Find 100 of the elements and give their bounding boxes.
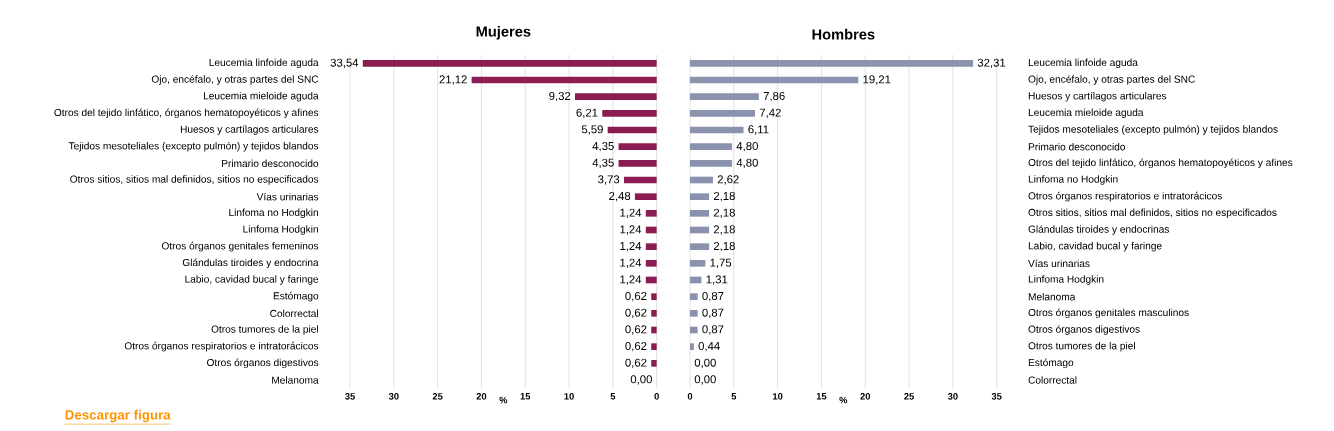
data-label: 33,54 bbox=[330, 58, 359, 68]
y-tick-label: Huesos y cartílagos articulares bbox=[1028, 91, 1167, 102]
data-label: 6,21 bbox=[576, 108, 598, 118]
x-tick-label: 15 bbox=[520, 393, 531, 400]
y-tick-label: Linfoma no Hodgkin bbox=[1028, 175, 1118, 185]
y-tick-label: Linfoma no Hodgkin bbox=[229, 208, 318, 219]
data-label: 2,18 bbox=[713, 208, 735, 218]
y-tick-label: Otros del tejido linfático, órganos hematopoyéticos y afines bbox=[1028, 158, 1293, 169]
x-axis-title: % bbox=[499, 396, 508, 404]
x-axis-title: % bbox=[839, 396, 848, 404]
x-tick-label: 30 bbox=[388, 393, 399, 400]
y-tick-label: Ojo, encéfalo, y otras partes del SNC bbox=[151, 75, 319, 85]
y-tick-label: Estómago bbox=[1028, 358, 1074, 369]
bar bbox=[690, 326, 698, 334]
bar bbox=[690, 159, 733, 167]
y-tick-label: Estómago bbox=[273, 291, 319, 302]
bar bbox=[690, 243, 710, 250]
data-label: 0,62 bbox=[625, 341, 647, 352]
bar bbox=[690, 110, 756, 117]
y-tick-label: Linfoma Hodgkin bbox=[243, 225, 318, 235]
x-tick-label: 30 bbox=[947, 393, 958, 400]
data-label: 6,11 bbox=[748, 125, 769, 135]
data-label: 1,24 bbox=[620, 241, 642, 252]
data-label: 2,18 bbox=[713, 191, 735, 202]
chart-title: Mujeres bbox=[476, 25, 531, 40]
data-label: 3,73 bbox=[598, 175, 620, 185]
x-tick-label: 10 bbox=[773, 393, 783, 400]
bar bbox=[645, 276, 657, 284]
bar bbox=[471, 76, 657, 84]
bar bbox=[690, 176, 713, 184]
data-label: 0,62 bbox=[625, 325, 647, 335]
y-tick-label: Otros tumores de la piel bbox=[1028, 341, 1135, 352]
y-tick-label: Otros sitios, sitios mal definidos, sitios no especificados bbox=[1028, 208, 1277, 219]
bar bbox=[651, 326, 657, 334]
data-label: 1,31 bbox=[706, 275, 728, 285]
y-tick-label: Otros órganos genitales masculinos bbox=[1028, 308, 1189, 319]
data-label: 4,80 bbox=[736, 158, 758, 168]
bar bbox=[618, 143, 657, 150]
y-tick-label: Otros sitios, sitios mal definidos, sitios no especificados bbox=[70, 175, 319, 185]
bar bbox=[623, 176, 657, 184]
bar bbox=[690, 226, 710, 234]
chart-title: Hombres bbox=[812, 28, 875, 40]
x-tick-label: 5 bbox=[731, 393, 737, 400]
bar bbox=[690, 76, 859, 84]
y-tick-label: Primario desconocido bbox=[222, 159, 319, 168]
y-tick-label: Primario desconocido bbox=[1028, 142, 1126, 151]
y-tick-label: Otros órganos respiratorios e intratorácicos bbox=[1028, 191, 1222, 202]
data-label: 4,80 bbox=[736, 141, 758, 152]
data-label: 19,21 bbox=[863, 75, 891, 85]
y-tick-label: Otros órganos digestivos bbox=[1028, 325, 1140, 335]
bar bbox=[607, 126, 657, 134]
x-tick-label: 20 bbox=[860, 393, 871, 400]
x-tick-label: 25 bbox=[432, 393, 443, 400]
bar bbox=[690, 193, 710, 200]
data-label: 2,18 bbox=[713, 241, 735, 252]
data-label: 9,32 bbox=[549, 91, 571, 102]
bar bbox=[651, 343, 657, 350]
data-label: 0,00 bbox=[630, 375, 652, 385]
bar bbox=[690, 59, 974, 67]
y-tick-label: Tejidos mesoteliales (excepto pulmón) y tejidos blandos bbox=[68, 141, 319, 152]
data-label: 0,62 bbox=[625, 308, 647, 318]
x-tick-label: 25 bbox=[904, 393, 914, 400]
bar bbox=[690, 209, 710, 217]
bar bbox=[575, 93, 657, 100]
bar bbox=[690, 309, 698, 317]
bar bbox=[602, 110, 657, 117]
bar bbox=[651, 293, 657, 300]
bar bbox=[362, 59, 657, 67]
y-tick-label: Otros tumores de la piel bbox=[211, 325, 318, 335]
bar bbox=[634, 193, 657, 200]
bar bbox=[651, 309, 657, 317]
bar bbox=[690, 343, 694, 350]
bar bbox=[690, 260, 706, 267]
y-tick-label: Vías urinarias bbox=[1028, 259, 1090, 268]
data-label: 1,75 bbox=[710, 258, 732, 268]
y-tick-label: Leucemia mieloide aguda bbox=[1028, 108, 1144, 119]
bar bbox=[645, 209, 657, 217]
y-tick-label: Ojo, encéfalo, y otras partes del SNC bbox=[1028, 75, 1195, 85]
y-tick-label: Leucemia linfoide aguda bbox=[1028, 58, 1138, 69]
data-label: 1,24 bbox=[620, 275, 642, 285]
data-label: 7,86 bbox=[763, 91, 785, 102]
bar bbox=[618, 159, 657, 167]
data-label: 0,62 bbox=[625, 358, 647, 368]
bar bbox=[651, 359, 657, 367]
y-tick-label: Labio, cavidad bucal y faringe bbox=[1028, 241, 1162, 252]
data-label: 21,12 bbox=[439, 75, 467, 85]
x-tick-label: 15 bbox=[816, 393, 827, 400]
bar bbox=[645, 243, 657, 250]
y-tick-label: Melanoma bbox=[272, 376, 319, 384]
data-label: 1,24 bbox=[620, 225, 642, 235]
text: Descargar figura bbox=[65, 409, 171, 423]
data-label: 2,18 bbox=[713, 225, 735, 235]
x-tick-label: 5 bbox=[610, 393, 616, 400]
y-tick-label: Colorrectal bbox=[1028, 376, 1077, 384]
data-label: 1,24 bbox=[620, 258, 642, 268]
data-label: 2,48 bbox=[609, 191, 631, 202]
data-label: 0,87 bbox=[702, 308, 724, 318]
y-tick-label: Vías urinarias bbox=[256, 192, 319, 201]
y-tick-label: Otros órganos digestivos bbox=[207, 358, 319, 369]
y-tick-label: Tejidos mesoteliales (excepto pulmón) y tejidos blandos bbox=[1028, 125, 1278, 135]
